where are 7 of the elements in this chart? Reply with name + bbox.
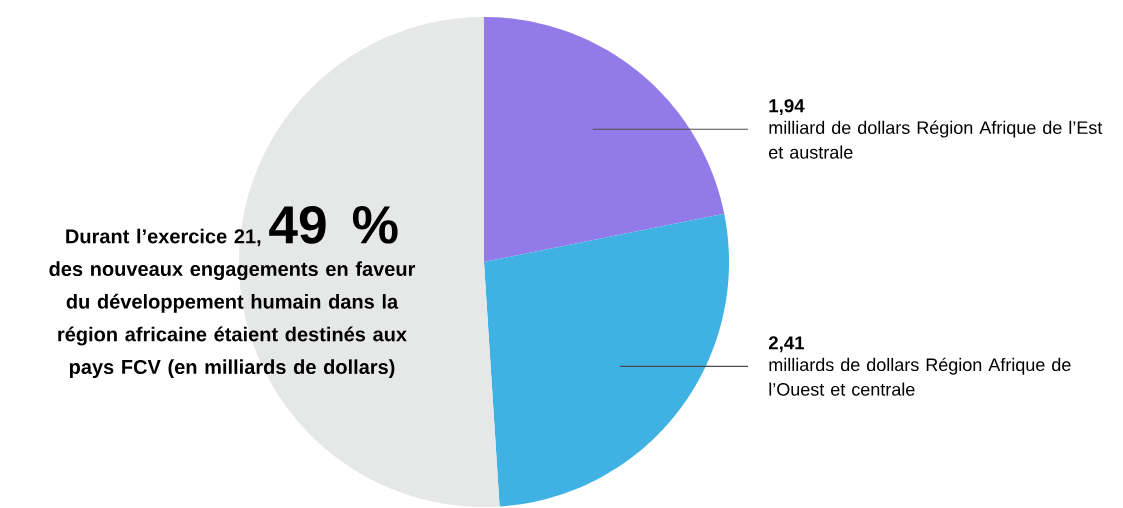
slice-label: milliard de dollars Région Afrique de l’Est et australe [769,120,1103,159]
data-label: 1,94 [769,99,805,116]
slice-label: milliards de dollars Région Afrique de l’Ouest et centrale [769,357,1071,396]
text: 49 % [269,205,398,244]
data-label: 2,41 [768,336,805,353]
text: des nouveaux engagements en faveur du développement humain dans la région africaine étaient destinés aux pays FCV (en milliards de dollars) [49,261,416,378]
text: Durant l’exercice 21, [66,228,261,247]
